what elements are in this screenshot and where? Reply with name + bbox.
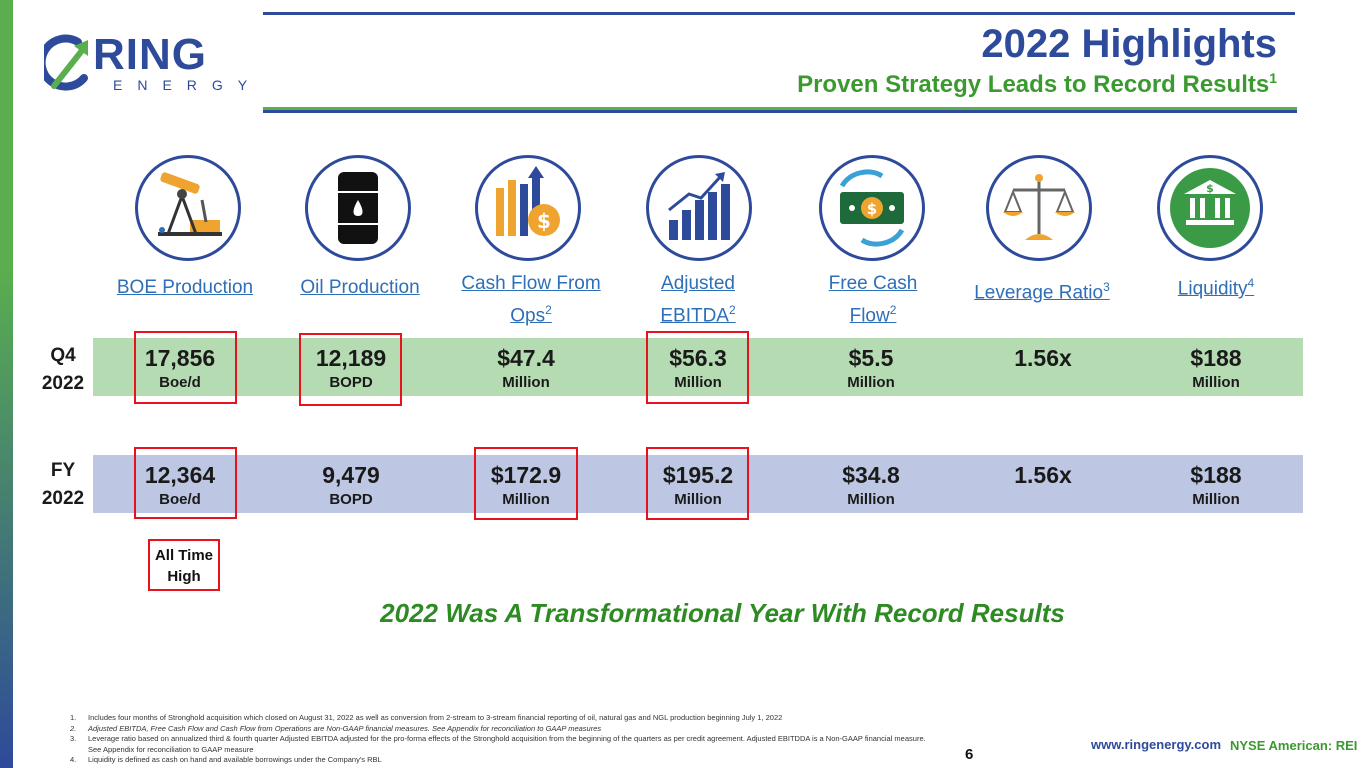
highlight-box-fy-ebitda bbox=[646, 447, 749, 520]
top-divider bbox=[263, 12, 1295, 15]
footnotes: 1. Includes four months of Stronghold acq… bbox=[70, 713, 930, 766]
logo-wordmark: RING bbox=[93, 30, 207, 79]
highlight-box-q4-oil bbox=[299, 333, 402, 406]
col-head-oil-production: Oil Production bbox=[300, 277, 420, 298]
oil-barrel-icon bbox=[305, 155, 411, 261]
col-head-adjusted-ebitda: Adjusted EBITDA2 bbox=[660, 273, 736, 327]
website-link[interactable]: www.ringenergy.com bbox=[1091, 737, 1222, 752]
bank-icon: $ bbox=[1157, 155, 1263, 261]
fy-boe-production-value: 12,364 Boe/d bbox=[144, 462, 216, 508]
page-subtitle: Proven Strategy Leads to Record Results1 bbox=[797, 70, 1277, 98]
svg-text:$: $ bbox=[1206, 182, 1214, 195]
col-head-boe-production: BOE Production bbox=[116, 277, 254, 298]
col-head-liquidity: Liquidity4 bbox=[1177, 276, 1255, 300]
title-divider-navy bbox=[263, 110, 1297, 113]
q4-oil-production-value: 12,189 BOPD bbox=[315, 345, 387, 391]
tagline: 2022 Was A Transformational Year With Re… bbox=[380, 598, 1065, 628]
ring-logo-icon bbox=[44, 34, 88, 91]
row-label-fy: FY 2022 bbox=[41, 460, 85, 509]
col-head-free-cash-flow: Free Cash Flow2 bbox=[828, 273, 918, 327]
svg-text:$: $ bbox=[867, 200, 877, 218]
stock-exchange-label: NYSE American: REI bbox=[1230, 738, 1358, 753]
q4-cash-flow-ops-value: $47.4 Million bbox=[497, 345, 555, 391]
highlight-box-fy-cash-flow bbox=[474, 447, 578, 520]
all-time-high-callout: All Time High bbox=[148, 539, 220, 591]
fy-row-band bbox=[93, 455, 1303, 513]
fy-free-cash-flow-value: $34.8 Million bbox=[842, 462, 900, 508]
fy-leverage-ratio-value: 1.56x bbox=[1014, 462, 1072, 488]
svg-text:$: $ bbox=[537, 209, 551, 233]
row-label-q4: Q4 2022 bbox=[41, 345, 85, 394]
fy-oil-production-value: 9,479 BOPD bbox=[322, 462, 380, 508]
q4-liquidity-value: $188 Million bbox=[1190, 345, 1242, 391]
page-number: 6 bbox=[965, 746, 974, 763]
pumpjack-icon bbox=[135, 155, 241, 261]
cash-flow-chart-icon: $ bbox=[475, 155, 581, 261]
page-title: 2022 Highlights bbox=[981, 22, 1277, 66]
col-head-cash-flow-ops: Cash Flow From Ops2 bbox=[461, 273, 601, 327]
footnote-2: 2. Adjusted EBITDA, Free Cash Flow and Ca… bbox=[70, 723, 602, 733]
scale-icon bbox=[986, 155, 1092, 261]
footnote-1: 1. Includes four months of Stronghold acq… bbox=[70, 713, 783, 722]
q4-free-cash-flow-value: $5.5 Million bbox=[847, 345, 895, 391]
fy-cash-flow-ops-value: $172.9 Million bbox=[490, 462, 562, 508]
left-accent-bar bbox=[0, 0, 13, 768]
q4-adjusted-ebitda-value: $56.3 Million bbox=[669, 345, 727, 391]
footnote-4: 4. Liquidity is defined as cash on hand a… bbox=[70, 755, 382, 764]
q4-boe-production-value: 17,856 Boe/d bbox=[144, 345, 216, 391]
highlight-box-q4-boe bbox=[134, 331, 237, 404]
footnote-3: 3. Leverage ratio based on annualized thi… bbox=[70, 734, 926, 754]
highlight-box-q4-ebitda bbox=[646, 331, 749, 404]
logo-subtext: ENERGY bbox=[113, 77, 263, 93]
fy-liquidity-value: $188 Million bbox=[1190, 462, 1242, 508]
col-head-leverage-ratio: Leverage Ratio3 bbox=[974, 280, 1110, 304]
highlight-box-fy-boe bbox=[134, 447, 237, 519]
cash-cycle-icon: $ bbox=[819, 155, 925, 261]
q4-leverage-ratio-value: 1.56x bbox=[1014, 345, 1072, 371]
fy-adjusted-ebitda-value: $195.2 Million bbox=[662, 462, 734, 508]
q4-row-band bbox=[93, 338, 1303, 396]
growth-bars-icon bbox=[646, 155, 752, 261]
title-divider-green bbox=[263, 107, 1297, 110]
